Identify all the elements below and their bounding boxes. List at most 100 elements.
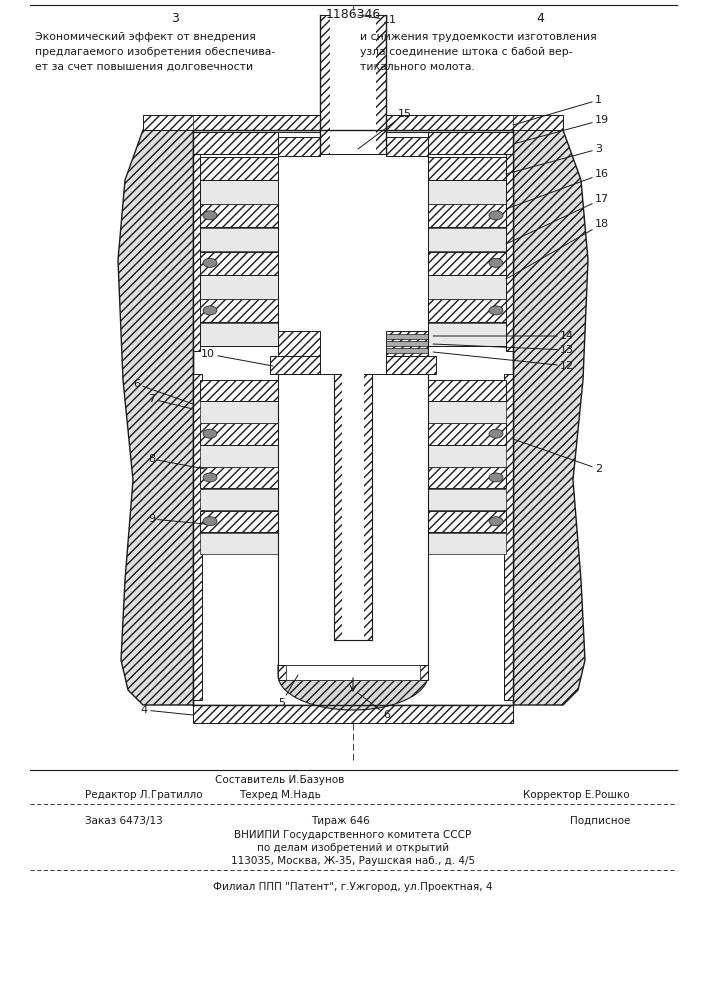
Bar: [428, 156, 506, 180]
Text: Корректор Е.Рошко: Корректор Е.Рошко: [523, 790, 630, 800]
Ellipse shape: [489, 258, 503, 267]
Text: 113035, Москва, Ж-35, Раушская наб., д. 4/5: 113035, Москва, Ж-35, Раушская наб., д. …: [231, 856, 475, 866]
Text: 9: 9: [148, 514, 205, 524]
Bar: [193, 705, 513, 723]
Text: 2: 2: [513, 439, 602, 474]
Bar: [428, 467, 506, 488]
Bar: [428, 275, 506, 298]
Text: 19: 19: [513, 115, 609, 144]
Bar: [330, 15, 376, 154]
Bar: [200, 401, 278, 423]
Bar: [428, 323, 506, 346]
Bar: [342, 374, 364, 640]
Ellipse shape: [203, 306, 217, 315]
Bar: [386, 137, 428, 156]
Bar: [200, 489, 278, 510]
Bar: [428, 423, 506, 445]
Bar: [386, 331, 428, 356]
Bar: [428, 379, 506, 401]
Polygon shape: [278, 665, 428, 710]
Bar: [428, 180, 506, 204]
Bar: [143, 115, 563, 130]
Ellipse shape: [203, 211, 217, 220]
Bar: [270, 356, 320, 374]
Text: 4: 4: [536, 11, 544, 24]
Ellipse shape: [489, 306, 503, 315]
Bar: [428, 511, 506, 532]
Bar: [386, 348, 428, 353]
Ellipse shape: [489, 517, 503, 526]
Bar: [193, 152, 200, 351]
Bar: [200, 204, 278, 227]
Text: 1: 1: [513, 95, 602, 125]
Text: 13: 13: [433, 344, 574, 355]
Bar: [278, 665, 428, 680]
Bar: [386, 356, 436, 374]
Text: 6: 6: [358, 693, 390, 720]
Bar: [193, 132, 278, 154]
Text: 4: 4: [141, 705, 193, 715]
Text: 3: 3: [506, 144, 602, 174]
Bar: [428, 489, 506, 510]
Text: 18: 18: [506, 219, 609, 279]
Bar: [278, 331, 320, 356]
Bar: [428, 533, 506, 554]
Bar: [200, 156, 278, 180]
Bar: [428, 445, 506, 466]
Text: Составитель И.Базунов: Составитель И.Базунов: [216, 775, 345, 785]
Text: 7: 7: [148, 394, 193, 409]
Text: Филиал ППП "Патент", г.Ужгород, ул.Проектная, 4: Филиал ППП "Патент", г.Ужгород, ул.Проек…: [214, 882, 493, 892]
Text: 3: 3: [171, 11, 179, 24]
Text: 14: 14: [433, 331, 574, 341]
Text: 17: 17: [506, 194, 609, 244]
Text: 11: 11: [358, 15, 397, 25]
Bar: [428, 204, 506, 227]
Bar: [278, 374, 428, 665]
Bar: [193, 130, 513, 705]
Text: 8: 8: [148, 454, 205, 469]
Bar: [193, 374, 202, 700]
Bar: [200, 299, 278, 322]
Ellipse shape: [489, 429, 503, 438]
Bar: [428, 251, 506, 275]
Bar: [193, 115, 513, 130]
Bar: [200, 228, 278, 251]
Bar: [428, 401, 506, 423]
Bar: [386, 334, 428, 339]
Text: Редактор Л.Гратилло: Редактор Л.Гратилло: [85, 790, 203, 800]
Bar: [200, 180, 278, 204]
Text: 16: 16: [506, 169, 609, 209]
Text: 10: 10: [201, 349, 273, 366]
Text: Тираж 646: Тираж 646: [310, 816, 369, 826]
Bar: [428, 132, 513, 154]
Bar: [200, 423, 278, 445]
Bar: [278, 137, 320, 156]
Bar: [200, 445, 278, 466]
Ellipse shape: [203, 258, 217, 267]
Text: Экономический эффект от внедрения
предлагаемого изобретения обеспечива-
ет за сч: Экономический эффект от внедрения предла…: [35, 32, 275, 72]
Text: 12: 12: [433, 352, 574, 371]
Text: ВНИИПИ Государственного комитета СССР: ВНИИПИ Государственного комитета СССР: [235, 830, 472, 840]
Text: 6: 6: [133, 379, 193, 404]
Text: Заказ 6473/13: Заказ 6473/13: [85, 816, 163, 826]
Text: 15: 15: [358, 109, 412, 149]
Text: по делам изобретений и открытий: по делам изобретений и открытий: [257, 843, 449, 853]
Bar: [286, 665, 420, 680]
Ellipse shape: [489, 211, 503, 220]
Text: 1186346: 1186346: [325, 8, 380, 21]
Bar: [428, 299, 506, 322]
Text: 5: 5: [278, 675, 298, 708]
Bar: [200, 533, 278, 554]
Bar: [200, 251, 278, 275]
Ellipse shape: [489, 473, 503, 482]
Ellipse shape: [203, 473, 217, 482]
Ellipse shape: [203, 517, 217, 526]
Bar: [334, 374, 372, 640]
Text: Подписное: Подписное: [570, 816, 630, 826]
Text: Техред М.Надь: Техред М.Надь: [239, 790, 321, 800]
Bar: [504, 374, 513, 700]
Bar: [506, 152, 513, 351]
Bar: [200, 379, 278, 401]
Bar: [200, 275, 278, 298]
Polygon shape: [118, 130, 588, 705]
